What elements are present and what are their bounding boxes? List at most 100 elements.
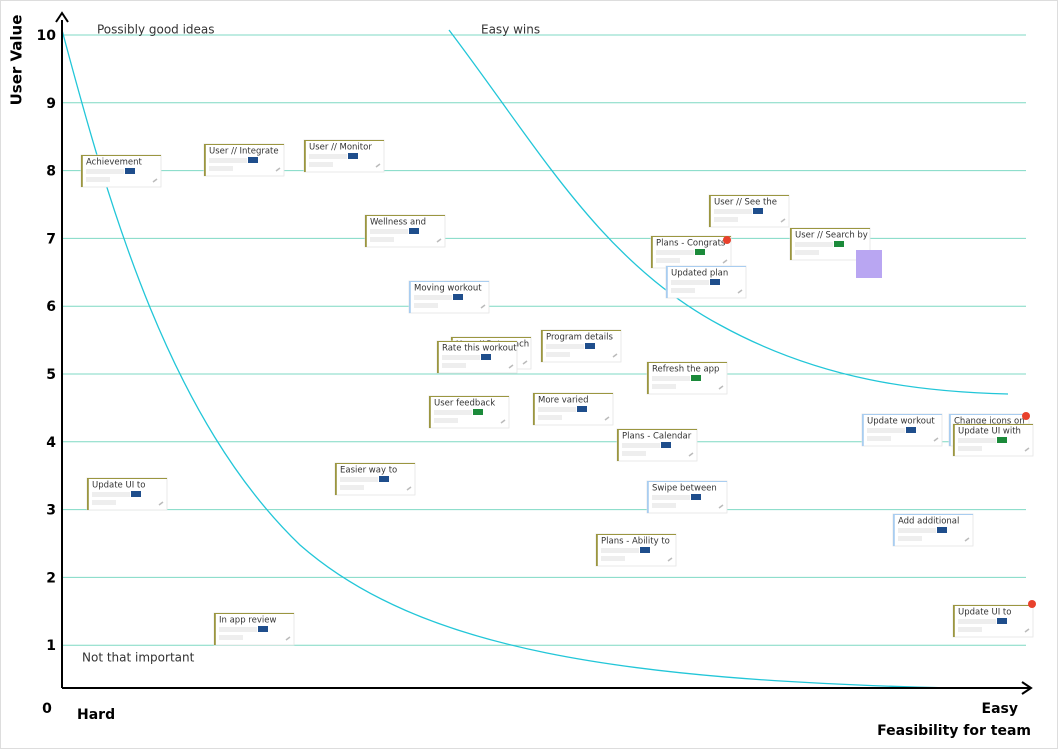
placeholder <box>652 376 690 381</box>
card-title: Add additional <box>898 517 959 527</box>
card-top <box>81 155 161 156</box>
card: User // Integrate <box>203 143 285 177</box>
x-axis-title: Feasibility for team <box>877 723 1031 739</box>
card-border <box>790 228 792 260</box>
tag <box>997 618 1007 624</box>
placeholder <box>538 415 562 420</box>
card: User // See the <box>708 194 790 228</box>
placeholder <box>601 548 639 553</box>
card-title: Swipe between <box>652 484 717 494</box>
placeholder <box>370 229 408 234</box>
card-title: Plans - Congrats <box>656 239 726 249</box>
card-top <box>214 613 294 614</box>
placeholder <box>622 443 660 448</box>
card-top <box>617 429 697 430</box>
placeholder <box>442 363 466 368</box>
card-top <box>409 281 489 282</box>
card-top <box>862 414 942 415</box>
card-top <box>666 266 746 267</box>
alert-dot <box>723 236 731 244</box>
placeholder <box>309 154 347 159</box>
card-top <box>953 424 1033 425</box>
card-top <box>790 228 870 229</box>
card-title: More varied <box>538 396 589 406</box>
placeholder <box>219 635 243 640</box>
y-axis-title: User Value <box>8 15 26 106</box>
card-border <box>541 330 543 362</box>
edit-icon <box>1024 628 1030 633</box>
card-border <box>647 481 649 513</box>
edit-icon <box>285 636 291 641</box>
edit-icon <box>508 364 514 369</box>
placeholder <box>867 428 905 433</box>
card-top <box>533 393 613 394</box>
edit-icon <box>500 419 506 424</box>
placeholder <box>92 492 130 497</box>
tag <box>379 476 389 482</box>
placeholder <box>442 355 480 360</box>
placeholder <box>370 237 394 242</box>
alert-dot <box>1022 412 1030 420</box>
placeholder <box>92 500 116 505</box>
card-top <box>335 463 415 464</box>
card-border <box>87 478 89 510</box>
edit-icon <box>964 537 970 542</box>
card-border <box>862 414 864 446</box>
y-tick-label: 4 <box>46 435 56 451</box>
card: Achievement <box>80 154 162 188</box>
y-tick-label: 1 <box>46 638 56 654</box>
edit-icon <box>933 437 939 442</box>
placeholder <box>414 295 452 300</box>
card-border <box>214 613 216 645</box>
y-tick-label: 8 <box>46 164 56 180</box>
card: Wellness and <box>364 214 446 248</box>
card: Rate this workout <box>436 340 518 374</box>
y-tick-label: 10 <box>37 28 57 44</box>
placeholder <box>622 451 646 456</box>
card-title: Update UI to <box>92 481 145 491</box>
edit-icon <box>604 416 610 421</box>
y-tick-label: 0 <box>42 701 52 717</box>
card-title: User feedback <box>434 399 495 409</box>
tag <box>691 375 701 381</box>
card-border <box>651 236 653 268</box>
edit-icon <box>522 360 528 365</box>
edit-icon <box>718 504 724 509</box>
card: Moving workout <box>408 280 490 314</box>
card-top <box>304 140 384 141</box>
edit-icon <box>667 557 673 562</box>
edit-icon <box>722 259 728 264</box>
placeholder <box>434 418 458 423</box>
card-title: User // See the <box>714 198 777 208</box>
placeholder <box>867 436 891 441</box>
card-top <box>365 215 445 216</box>
edit-icon <box>688 452 694 457</box>
region-label: Possibly good ideas <box>97 23 215 37</box>
tag <box>258 626 268 632</box>
tag <box>695 249 705 255</box>
tag <box>753 208 763 214</box>
placeholder <box>86 169 124 174</box>
card: Easier way to <box>334 462 416 496</box>
region-label: Not that important <box>82 651 195 665</box>
card-border <box>365 215 367 247</box>
card-title: Update UI to <box>958 608 1011 618</box>
y-tick-label: 7 <box>46 231 56 247</box>
y-arrow <box>55 11 69 23</box>
card: Update UI with <box>952 423 1034 457</box>
card-title: Plans - Calendar <box>622 432 692 442</box>
edit-icon <box>158 501 164 506</box>
placeholder <box>795 250 819 255</box>
card-top <box>651 236 731 237</box>
placeholder <box>958 627 982 632</box>
placeholder <box>652 503 676 508</box>
card-border <box>533 393 535 425</box>
card-title: Updated plan <box>671 269 728 279</box>
card: In app review <box>213 612 295 646</box>
y-tick-label: 5 <box>46 367 56 383</box>
edit-icon <box>275 167 281 172</box>
placeholder <box>671 288 695 293</box>
card-border <box>429 396 431 428</box>
card-border <box>953 605 955 637</box>
